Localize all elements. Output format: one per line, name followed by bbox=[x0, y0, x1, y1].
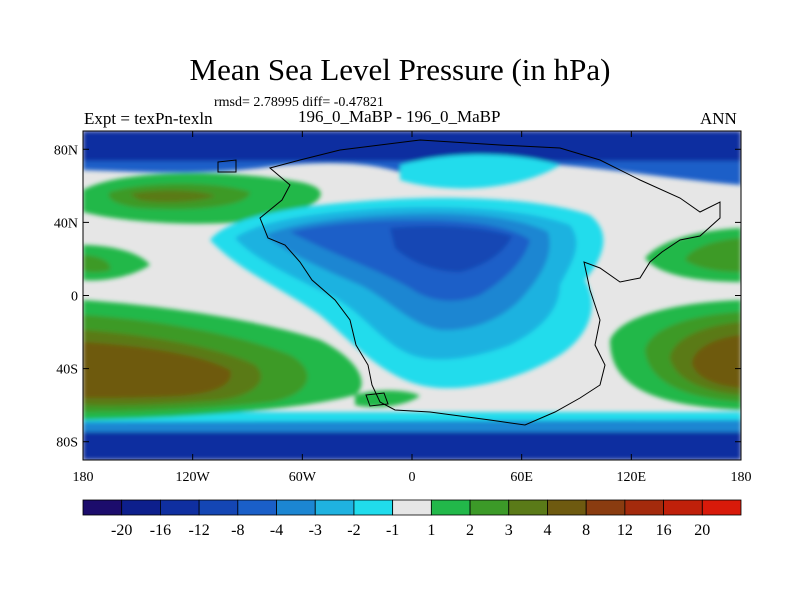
y-tick-label: 0 bbox=[71, 290, 78, 305]
subtitle-label: 196_0_MaBP - 196_0_MaBP bbox=[298, 107, 501, 126]
field-west-high-core bbox=[83, 255, 111, 273]
colorbar-swatch bbox=[469, 499, 510, 516]
colorbar-swatch bbox=[585, 499, 626, 516]
y-tick-label: 80N bbox=[54, 143, 78, 158]
colorbar-label: -12 bbox=[188, 522, 209, 539]
colorbar-swatch bbox=[121, 499, 161, 516]
colorbar-swatch bbox=[353, 499, 394, 516]
colorbar-label: -8 bbox=[231, 522, 244, 539]
chart-title: Mean Sea Level Pressure (in hPa) bbox=[189, 52, 611, 87]
colorbar-swatch bbox=[392, 499, 432, 516]
y-tick-label: 40N bbox=[54, 216, 78, 231]
colorbar-label: 4 bbox=[543, 522, 551, 539]
colorbar-label: -4 bbox=[270, 522, 283, 539]
colorbar-swatch bbox=[276, 499, 316, 516]
colorbar: -20 -16 -12 -8 -4 -3 -2 -1 1 2 3 4 8 12 16 20 bbox=[82, 499, 742, 539]
field-wp-high-mid bbox=[685, 238, 741, 272]
x-tick-label: 60W bbox=[289, 470, 317, 485]
colorbar-label: -20 bbox=[111, 522, 132, 539]
colorbar-label: 2 bbox=[466, 522, 474, 539]
colorbar-label: 3 bbox=[505, 522, 513, 539]
colorbar-swatch bbox=[237, 499, 277, 516]
colorbar-label: 20 bbox=[694, 522, 710, 539]
x-tick-label: 180 bbox=[731, 470, 752, 485]
field-antarctic-edge bbox=[83, 412, 741, 422]
colorbar-label: -1 bbox=[386, 522, 399, 539]
pressure-field-map bbox=[83, 131, 741, 460]
colorbar-swatch bbox=[198, 499, 239, 516]
island-north bbox=[217, 159, 237, 173]
colorbar-swatch bbox=[701, 499, 742, 516]
colorbar-label: 8 bbox=[582, 522, 590, 539]
y-tick-label: 80S bbox=[56, 436, 78, 451]
colorbar-label: -3 bbox=[309, 522, 322, 539]
colorbar-swatch bbox=[624, 499, 664, 516]
x-tick-label: 0 bbox=[409, 470, 416, 485]
x-tick-label: 180 bbox=[73, 470, 94, 485]
x-tick-label: 120E bbox=[617, 470, 647, 485]
y-tick-label: 40S bbox=[56, 363, 78, 378]
colorbar-label: 1 bbox=[427, 522, 435, 539]
island-south bbox=[365, 392, 389, 407]
x-tick-label: 120W bbox=[176, 470, 211, 485]
colorbar-swatch bbox=[430, 499, 471, 516]
colorbar-swatch bbox=[82, 499, 123, 516]
colorbar-swatch bbox=[663, 499, 703, 516]
season-label: ANN bbox=[700, 109, 737, 128]
colorbar-swatch bbox=[160, 499, 200, 516]
colorbar-label: -2 bbox=[347, 522, 360, 539]
field-arctic-edge bbox=[400, 154, 560, 189]
field-np-high-core bbox=[130, 190, 215, 203]
colorbar-label: -16 bbox=[150, 522, 171, 539]
field-si-high-core bbox=[692, 335, 741, 388]
field-sp-high-core bbox=[83, 342, 231, 398]
axes: 180 120W 60W 0 60E 120E 180 80N 40N 0 40S 80S bbox=[54, 131, 752, 485]
coastline bbox=[259, 139, 721, 426]
colorbar-label: 16 bbox=[656, 522, 672, 539]
field-continent-low-core bbox=[390, 226, 512, 272]
stats-annotation: rmsd= 2.78995 diff= -0.47821 bbox=[214, 95, 384, 110]
colorbar-swatch bbox=[508, 499, 548, 516]
experiment-label: Expt = texPn-texln bbox=[84, 109, 213, 128]
colorbar-swatch bbox=[314, 499, 355, 516]
colorbar-label: 12 bbox=[617, 522, 633, 539]
x-tick-label: 60E bbox=[510, 470, 533, 485]
colorbar-swatch bbox=[547, 499, 587, 516]
